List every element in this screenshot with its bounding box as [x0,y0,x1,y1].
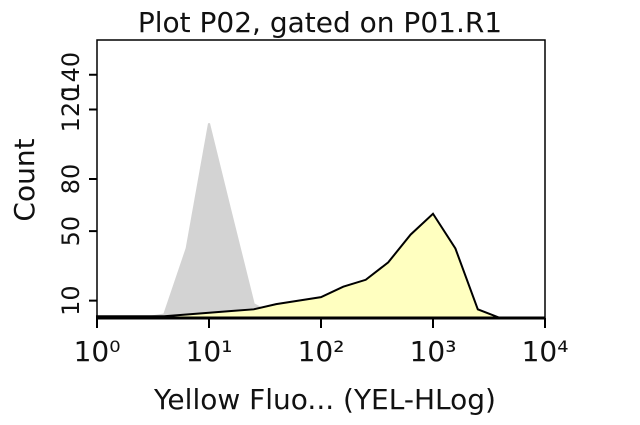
histogram-area [96,212,545,319]
y-tick-label: 50 [57,216,85,247]
y-tick-label: 80 [57,164,85,195]
x-axis-title: Yellow Fluo... (YEL-HLog) [153,383,496,416]
x-tick-label: 10⁴ [522,335,569,368]
y-axis-title: Count [8,138,41,221]
histogram-area [97,123,545,319]
y-tick-label: 120 [57,87,85,133]
x-tick-label: 10² [298,335,345,368]
x-tick-label: 10⁰ [74,335,121,368]
chart-title: Plot P02, gated on P01.R1 [138,6,502,39]
x-tick-label: 10¹ [186,335,233,368]
y-tick-label: 140 [57,52,85,98]
plot-frame [96,39,546,319]
y-tick-label: 10 [57,285,85,316]
x-tick-label: 10³ [410,335,457,368]
